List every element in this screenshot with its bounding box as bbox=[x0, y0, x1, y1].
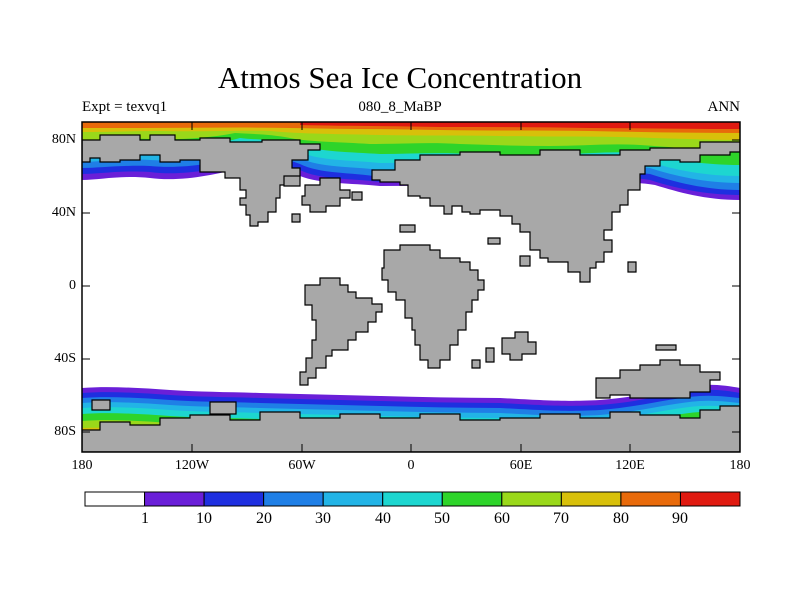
colorbar-swatch bbox=[203, 491, 265, 507]
period-label: 080_8_MaBP bbox=[358, 99, 442, 115]
colorbar-label: 60 bbox=[494, 510, 510, 527]
colorbar-swatch bbox=[263, 491, 324, 507]
india-island bbox=[519, 255, 531, 267]
lon-tick-label: 120E bbox=[615, 458, 645, 473]
southeast-island-3 bbox=[471, 359, 481, 369]
middle-east-island bbox=[487, 237, 501, 245]
lon-tick-label: 60E bbox=[509, 458, 533, 473]
lon-tick-label: 120W bbox=[174, 458, 210, 473]
colorbar-label: 90 bbox=[672, 510, 688, 527]
eurasia-land bbox=[371, 141, 740, 283]
colorbar-label: 10 bbox=[196, 510, 212, 527]
colorbar-swatch bbox=[501, 491, 562, 507]
colorbar-label: 70 bbox=[553, 510, 569, 527]
lat-tick-label: 40S bbox=[54, 351, 76, 366]
lon-tick-label: 0 bbox=[407, 458, 415, 473]
pacific-island bbox=[655, 344, 677, 351]
lon-tick-label: 180 bbox=[71, 458, 93, 473]
southern-island-2 bbox=[209, 401, 237, 415]
antarctica-land bbox=[82, 405, 740, 452]
australia-land bbox=[595, 359, 721, 399]
lat-tick-label: 0 bbox=[69, 278, 76, 293]
colorbar bbox=[84, 491, 741, 507]
colorbar-label: 20 bbox=[256, 510, 272, 527]
arctic-island bbox=[283, 175, 301, 187]
lat-tick-label: 40N bbox=[51, 205, 76, 220]
south-america-land bbox=[299, 277, 383, 386]
iceland-land bbox=[351, 191, 363, 201]
mediterranean-island bbox=[399, 224, 416, 233]
season-label: ANN bbox=[707, 99, 741, 115]
colorbar-swatch bbox=[84, 491, 146, 507]
lat-tick-label: 80N bbox=[51, 132, 76, 147]
japan-island bbox=[627, 261, 637, 273]
land-masses bbox=[82, 134, 740, 452]
colorbar-label: 50 bbox=[434, 510, 450, 527]
colorbar-swatch bbox=[679, 491, 741, 507]
colorbar-label: 40 bbox=[375, 510, 391, 527]
southern-island-1 bbox=[91, 399, 111, 411]
lon-tick-label: 180 bbox=[729, 458, 751, 473]
southeast-island-1 bbox=[501, 331, 537, 361]
colorbar-swatch bbox=[441, 491, 503, 507]
greenland-land bbox=[301, 177, 351, 213]
southeast-island-2 bbox=[485, 347, 495, 363]
colorbar-swatch bbox=[322, 491, 384, 507]
colorbar-label: 1 bbox=[141, 510, 149, 527]
axis-ticks bbox=[82, 122, 740, 452]
africa-land bbox=[381, 244, 485, 369]
colorbar-label: 30 bbox=[315, 510, 331, 527]
north-america-land bbox=[82, 134, 321, 227]
colorbar-swatch bbox=[382, 491, 443, 507]
colorbar-swatch bbox=[620, 491, 681, 507]
colorbar-swatch bbox=[144, 491, 205, 507]
colorbar-label: 80 bbox=[613, 510, 629, 527]
colorbar-swatch bbox=[560, 491, 622, 507]
map-panel bbox=[82, 122, 740, 452]
experiment-label: Expt = texvq1 bbox=[82, 99, 168, 115]
lat-tick-label: 80S bbox=[54, 424, 76, 439]
caribbean-island bbox=[291, 213, 301, 223]
lon-tick-label: 60W bbox=[288, 458, 316, 473]
map-title: Atmos Sea Ice Concentration bbox=[217, 60, 583, 95]
